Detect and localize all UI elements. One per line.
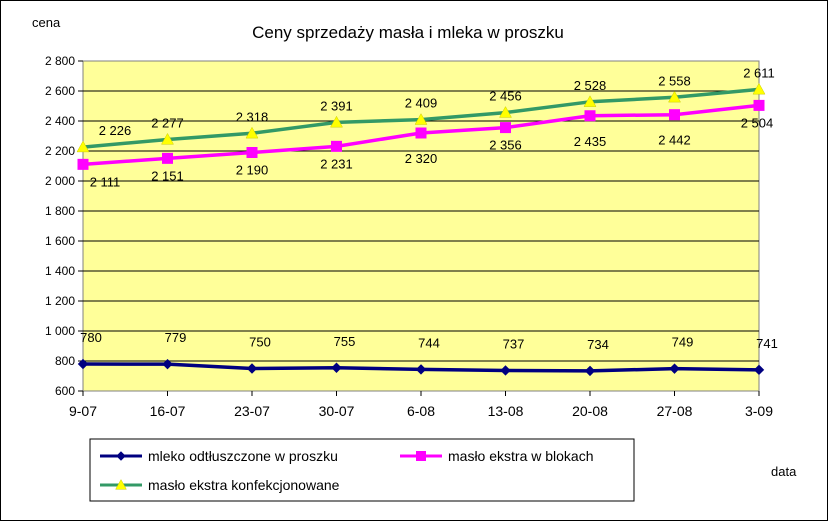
data-point bbox=[753, 364, 765, 376]
x-tick-label: 27-08 bbox=[657, 403, 693, 419]
data-label: 2 356 bbox=[489, 138, 522, 153]
x-tick-label: 30-07 bbox=[319, 403, 355, 419]
data-point bbox=[500, 122, 511, 134]
y-tick-label: 1 200 bbox=[45, 294, 75, 308]
data-label: 2 231 bbox=[320, 156, 353, 171]
data-label: 2 611 bbox=[743, 65, 775, 80]
data-point bbox=[161, 132, 174, 145]
data-label: 2 320 bbox=[405, 151, 438, 166]
data-label: 2 111 bbox=[90, 174, 121, 189]
y-tick-label: 1 600 bbox=[45, 234, 75, 248]
y-tick-label: 1 000 bbox=[45, 324, 75, 338]
x-tick-label: 13-08 bbox=[488, 403, 524, 419]
y-tick-label: 800 bbox=[55, 354, 75, 368]
x-axis-label: data bbox=[771, 464, 797, 479]
data-label: 2 318 bbox=[236, 109, 269, 124]
data-point bbox=[115, 479, 127, 490]
data-label: 734 bbox=[587, 337, 609, 352]
data-point bbox=[414, 113, 428, 125]
data-label: 2 504 bbox=[741, 115, 774, 130]
data-label: 2 528 bbox=[574, 78, 607, 93]
legend-label: masło ekstra konfekcjonowane bbox=[148, 477, 340, 493]
data-point bbox=[669, 363, 680, 374]
data-point bbox=[584, 365, 596, 377]
y-tick-label: 2 800 bbox=[45, 54, 75, 68]
data-labels: 780 779 750 755 744 737 734 749 741 2 111 2 151 2 1… bbox=[80, 65, 778, 352]
data-label: 750 bbox=[249, 335, 271, 350]
data-point bbox=[245, 126, 259, 139]
series-layer bbox=[76, 82, 766, 377]
data-point bbox=[331, 362, 342, 373]
x-tick-label: 6-08 bbox=[407, 403, 435, 419]
y-tick-label: 2 200 bbox=[45, 144, 75, 158]
data-label: 755 bbox=[334, 334, 356, 349]
data-label: 741 bbox=[756, 336, 778, 351]
data-label: 2 190 bbox=[236, 163, 269, 178]
data-point bbox=[162, 152, 173, 164]
data-point bbox=[162, 358, 173, 370]
data-point bbox=[416, 451, 426, 461]
y-axis-ticks: 600 800 1 000 1 200 1 400 1 600 1 800 2 000 2 20… bbox=[45, 54, 83, 398]
y-tick-label: 2 000 bbox=[45, 174, 75, 188]
data-point bbox=[77, 158, 89, 170]
data-point bbox=[246, 363, 258, 374]
y-tick-label: 2 600 bbox=[45, 84, 75, 98]
y-tick-label: 2 400 bbox=[45, 114, 75, 128]
legend bbox=[89, 438, 635, 502]
data-label: 2 442 bbox=[658, 133, 691, 148]
data-label: 2 151 bbox=[151, 168, 184, 183]
data-point bbox=[330, 115, 343, 128]
data-point bbox=[415, 127, 427, 139]
y-tick-label: 600 bbox=[55, 384, 75, 398]
data-label: 2 558 bbox=[658, 73, 691, 88]
data-label: 2 409 bbox=[405, 96, 438, 111]
data-label: 779 bbox=[165, 330, 187, 345]
data-point bbox=[500, 365, 511, 376]
x-tick-label: 23-07 bbox=[234, 403, 270, 419]
data-point bbox=[76, 140, 90, 153]
data-point bbox=[669, 109, 680, 121]
data-point bbox=[246, 147, 258, 158]
data-point bbox=[668, 90, 681, 103]
data-label: 2 435 bbox=[574, 134, 607, 149]
legend-label: mleko odtłuszczone w proszku bbox=[148, 448, 338, 464]
data-point bbox=[499, 106, 512, 118]
data-label: 744 bbox=[418, 335, 440, 350]
x-tick-label: 9-07 bbox=[69, 403, 97, 419]
data-point bbox=[753, 99, 765, 111]
legend-label: masło ekstra w blokach bbox=[448, 448, 594, 464]
data-label: 780 bbox=[80, 330, 102, 345]
data-label: 2 277 bbox=[151, 115, 184, 130]
x-tick-label: 20-08 bbox=[572, 403, 608, 419]
x-tick-label: 3-09 bbox=[745, 403, 773, 419]
x-tick-label: 16-07 bbox=[150, 403, 186, 419]
y-axis-label: cena bbox=[32, 15, 61, 30]
chart-title: Ceny sprzedaży masła i mleka w proszku bbox=[252, 23, 564, 42]
grid-lines bbox=[83, 90, 759, 362]
data-label: 2 226 bbox=[99, 123, 132, 138]
x-axis-ticks: 9-07 16-07 23-07 30-07 6-08 13-08 20-08 27-08 3-… bbox=[69, 391, 773, 419]
data-point bbox=[583, 95, 597, 107]
y-tick-label: 1 400 bbox=[45, 264, 75, 278]
data-point bbox=[331, 140, 342, 152]
data-point bbox=[415, 364, 427, 375]
data-point bbox=[77, 358, 89, 370]
data-point bbox=[752, 82, 766, 95]
data-point bbox=[116, 451, 126, 461]
y-tick-label: 1 800 bbox=[45, 204, 75, 218]
data-label: 2 391 bbox=[320, 98, 353, 113]
legend-items: mleko odtłuszczone w proszku masło ekstra… bbox=[100, 448, 594, 493]
data-label: 737 bbox=[503, 336, 525, 351]
data-label: 749 bbox=[672, 335, 694, 350]
data-label: 2 456 bbox=[489, 89, 522, 104]
data-point bbox=[584, 110, 596, 122]
